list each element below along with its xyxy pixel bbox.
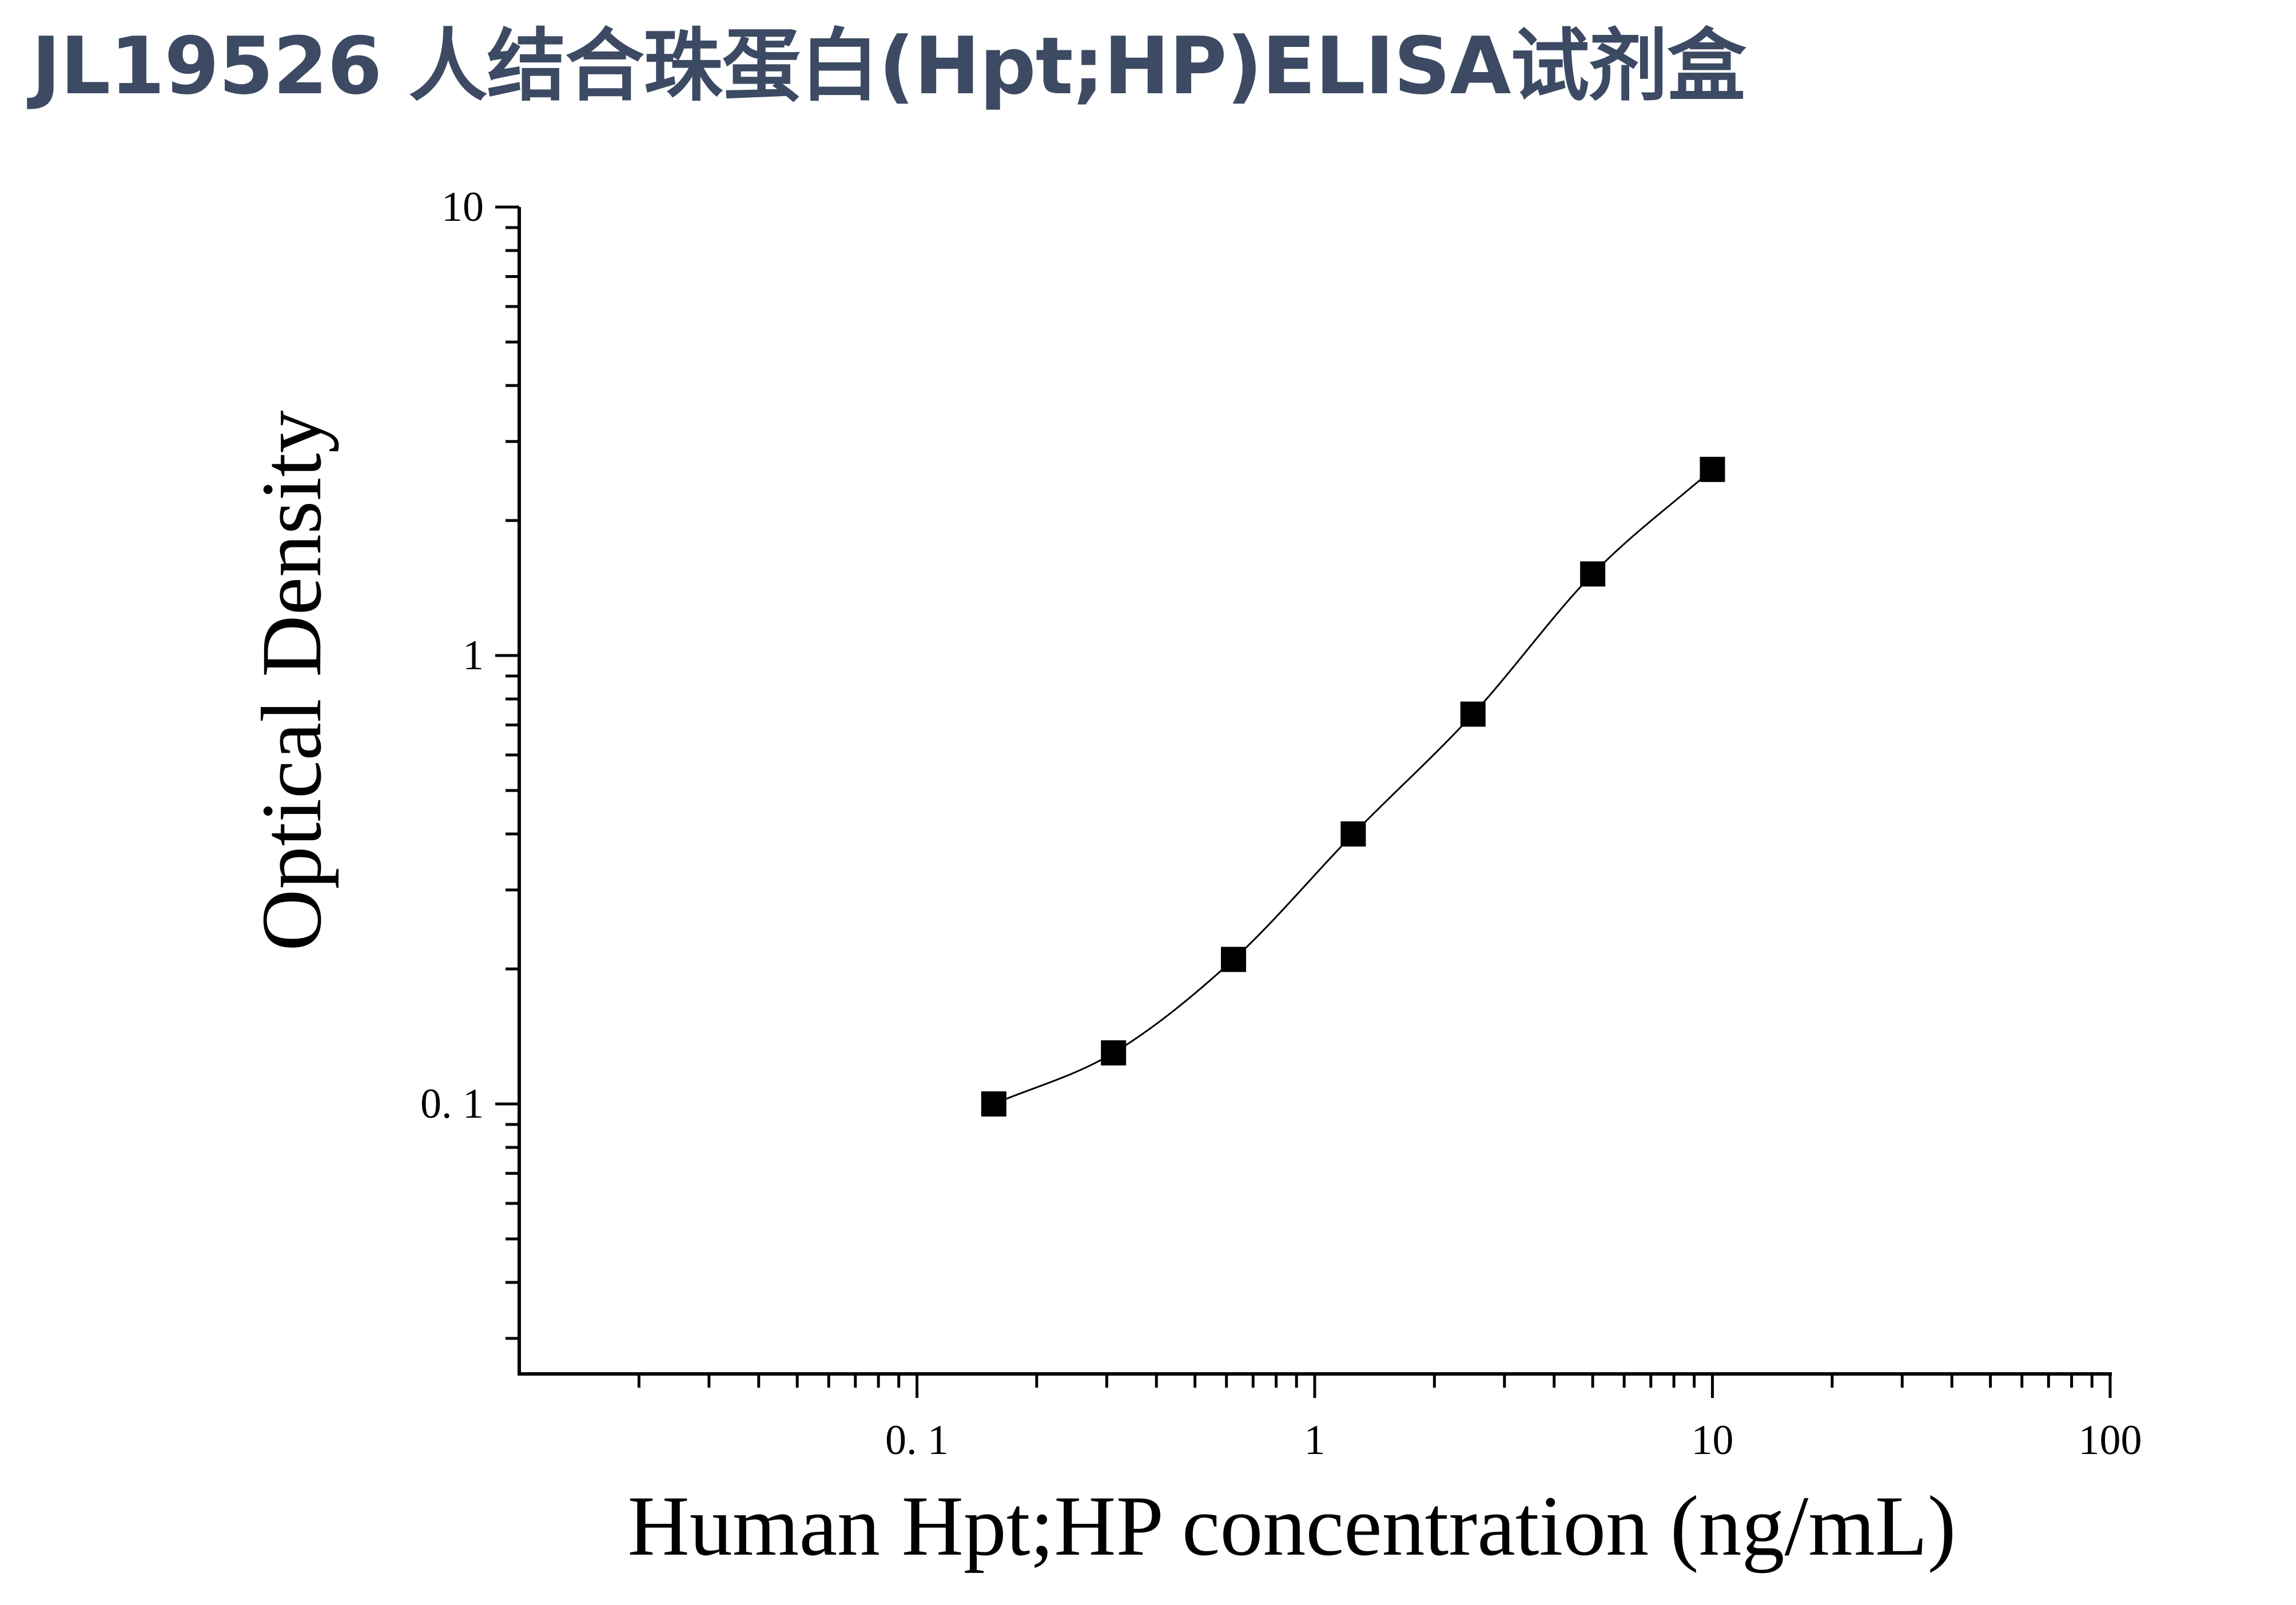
- x-axis-title: Human Hpt;HP concentration (ng/mL): [627, 1479, 1956, 1574]
- page-title: JL19526 人结合珠蛋白(Hpt;HP)ELISA试剂盒: [31, 20, 1746, 112]
- y-tick-label: 0. 1: [420, 1080, 484, 1127]
- y-tick-label: 1: [463, 632, 484, 679]
- data-point: [1221, 947, 1247, 972]
- data-points: [981, 456, 1725, 1117]
- data-point: [1700, 456, 1725, 482]
- y-axis-title: Optical Density: [244, 410, 339, 951]
- y-tick-label: 10: [441, 184, 484, 231]
- data-point: [1580, 561, 1606, 587]
- x-tick-label: 10: [1692, 1417, 1734, 1464]
- data-point: [1101, 1040, 1127, 1066]
- x-axis-tick-labels: 0. 1 1 10 100: [885, 1417, 2142, 1464]
- x-axis-minor-ticks: [637, 1374, 2094, 1388]
- x-axis-major-ticks: [916, 1374, 2112, 1398]
- data-point: [1460, 701, 1486, 727]
- data-point: [981, 1091, 1006, 1117]
- y-axis-minor-ticks: [506, 226, 519, 1340]
- y-axis-major-ticks: [495, 205, 519, 1106]
- data-point: [1340, 821, 1366, 847]
- y-axis-tick-labels: 0. 1 1 10: [420, 184, 484, 1127]
- x-tick-label: 1: [1304, 1417, 1326, 1464]
- x-tick-label: 0. 1: [885, 1417, 949, 1464]
- x-tick-label: 100: [2079, 1417, 2142, 1464]
